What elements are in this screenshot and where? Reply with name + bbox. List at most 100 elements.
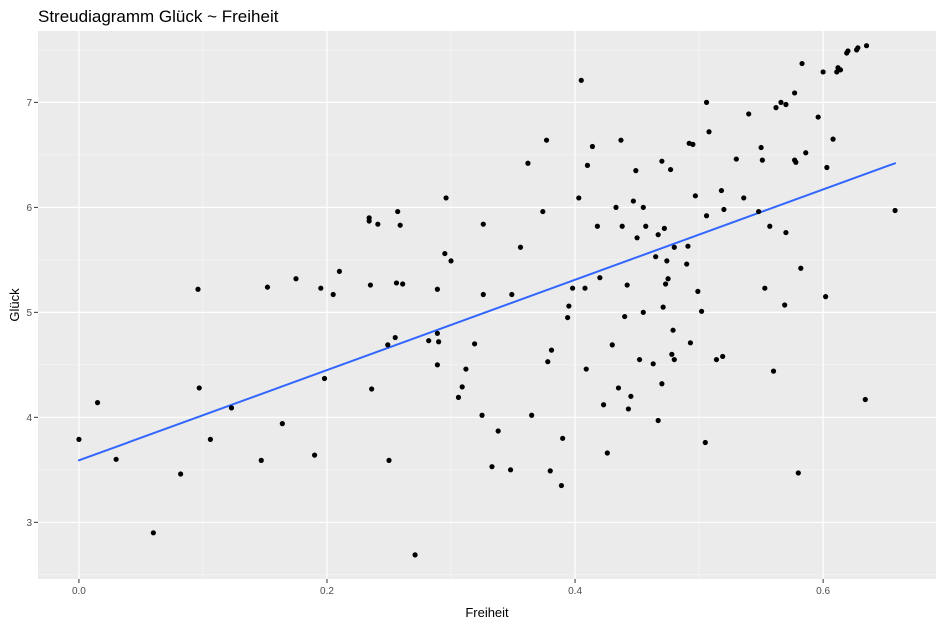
data-point: [385, 342, 391, 348]
data-point: [687, 340, 694, 346]
data-point: [636, 356, 643, 363]
data-point: [655, 417, 661, 424]
data-point: [618, 137, 624, 143]
data-point: [560, 435, 566, 441]
data-point: [720, 353, 726, 360]
data-point: [823, 294, 829, 300]
data-point: [565, 314, 571, 321]
x-tick-label: 0.2: [320, 586, 334, 597]
data-point: [630, 198, 636, 204]
data-point: [684, 261, 690, 267]
data-point: [863, 43, 870, 49]
data-point: [643, 223, 649, 229]
data-point: [600, 402, 607, 408]
data-point: [436, 339, 442, 345]
data-point: [778, 99, 784, 105]
data-point: [758, 144, 764, 151]
data-point: [664, 258, 670, 264]
data-point: [698, 308, 705, 314]
x-tick-label: 0.4: [568, 586, 582, 597]
y-tick-label: 6: [26, 203, 32, 214]
data-point: [628, 393, 634, 399]
data-point: [412, 552, 418, 558]
data-point: [330, 291, 336, 298]
grid-minor: [38, 31, 936, 579]
data-point: [795, 470, 801, 476]
data-point: [375, 221, 381, 227]
data-point: [721, 206, 727, 213]
data-point: [733, 156, 739, 162]
data-point: [366, 215, 372, 221]
data-point: [569, 285, 576, 291]
data-point: [685, 243, 691, 249]
data-point: [604, 450, 610, 456]
data-point: [540, 208, 546, 215]
data-point: [576, 195, 582, 201]
data-point: [443, 195, 449, 201]
data-point: [609, 342, 615, 348]
data-point: [692, 193, 698, 199]
data-point: [578, 77, 584, 83]
data-point: [799, 60, 805, 67]
data-point: [624, 282, 630, 288]
data-point: [463, 366, 469, 372]
y-tick-label: 5: [26, 308, 32, 319]
x-axis-title: Freiheit: [465, 605, 509, 620]
data-point: [622, 313, 628, 320]
data-point: [837, 67, 844, 73]
data-point: [529, 412, 535, 418]
data-point: [597, 275, 603, 281]
y-tick-label: 7: [26, 98, 32, 109]
data-point: [625, 406, 631, 412]
data-point: [756, 208, 762, 215]
data-point: [434, 362, 440, 368]
data-point: [455, 394, 462, 400]
x-axis: 0.0 0.2 0.4 0.6: [72, 579, 831, 597]
data-point: [507, 467, 514, 473]
data-point: [660, 304, 666, 310]
y-tick-label: 3: [26, 518, 32, 529]
data-point: [196, 385, 202, 391]
data-point: [393, 280, 400, 286]
data-point: [369, 386, 375, 392]
data-point: [759, 157, 765, 163]
data-point: [820, 69, 826, 75]
data-point: [855, 45, 861, 51]
data-point: [671, 244, 677, 250]
data-point: [862, 396, 868, 403]
data-point: [667, 166, 674, 173]
data-point: [582, 285, 588, 291]
data-point: [783, 101, 789, 108]
data-point: [695, 288, 701, 294]
data-point: [793, 159, 799, 165]
grid-major: [38, 31, 936, 579]
data-point: [703, 213, 710, 219]
data-point: [773, 105, 779, 111]
data-point: [615, 385, 622, 391]
points-layer: [76, 43, 898, 558]
data-point: [336, 268, 343, 275]
data-point: [661, 225, 667, 231]
data-point: [264, 284, 271, 290]
data-point: [434, 286, 440, 292]
data-point: [594, 223, 600, 229]
data-point: [489, 464, 495, 470]
data-point: [94, 400, 101, 406]
data-point: [815, 114, 821, 120]
data-point: [845, 48, 851, 54]
data-point: [653, 254, 659, 260]
data-point: [318, 285, 324, 291]
data-point: [803, 150, 809, 156]
data-point: [479, 412, 485, 418]
data-point: [459, 384, 465, 390]
data-point: [566, 303, 572, 309]
chart-title: Streudiagramm Glück ~ Freiheit: [38, 7, 279, 26]
data-point: [659, 381, 665, 387]
data-point: [706, 129, 712, 135]
data-point: [395, 208, 401, 215]
data-point: [655, 232, 661, 238]
data-point: [703, 99, 710, 105]
data-point: [293, 276, 299, 282]
data-point: [113, 456, 119, 462]
data-point: [718, 187, 725, 194]
